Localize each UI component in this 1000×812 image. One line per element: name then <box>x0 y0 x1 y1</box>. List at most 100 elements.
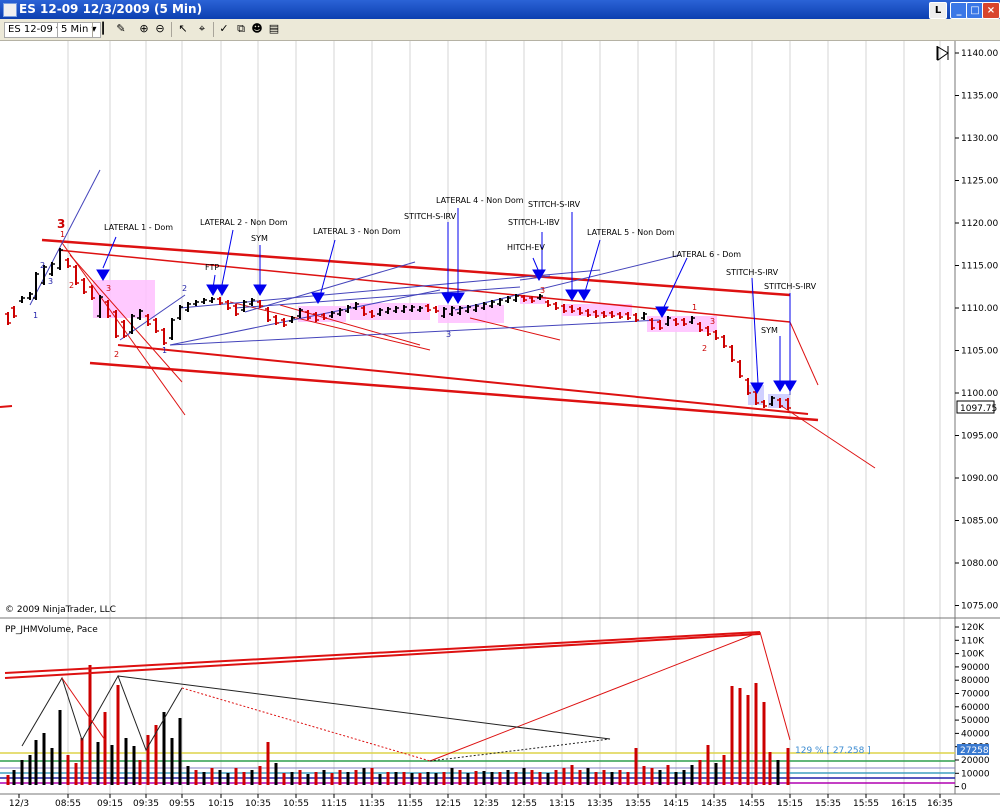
price-bar <box>505 296 511 303</box>
price-bar <box>601 311 607 318</box>
price-bar <box>401 305 407 313</box>
last-price-marker: 1097.75 <box>956 400 997 414</box>
bar-style-icon[interactable]: ┃ <box>99 22 107 35</box>
lateral-4-box <box>438 305 504 323</box>
volume-bar <box>74 763 78 785</box>
volume-bar <box>346 772 350 785</box>
time-tick-label: 13:55 <box>625 799 651 809</box>
annotation-label: LATERAL 1 - Dom <box>104 223 173 232</box>
crosshair-icon[interactable]: ⌖ <box>198 22 206 35</box>
volume-bar <box>618 770 622 785</box>
interval-select[interactable]: 5 Min ▾ <box>57 22 101 38</box>
price-bar <box>321 313 327 320</box>
pointer-icon[interactable]: ↖ <box>178 22 188 35</box>
volume-tick-label: 80000 <box>961 676 990 686</box>
price-bar <box>721 335 727 348</box>
indicators-icon[interactable]: ✓ <box>219 22 229 35</box>
volume-bar <box>714 763 718 785</box>
price-bar <box>233 304 239 316</box>
time-tick-label: 13:15 <box>549 799 575 809</box>
lateral-3b-box <box>350 303 430 320</box>
volume-bar <box>298 770 302 785</box>
annotation-label: SYM <box>761 326 778 335</box>
price-bar <box>545 300 551 307</box>
volume-bar <box>42 733 46 785</box>
svg-text:3: 3 <box>710 317 715 326</box>
volume-bar <box>234 768 238 785</box>
strategies-icon[interactable]: ⧉ <box>237 22 245 35</box>
drawing-pen-icon[interactable]: ✎ <box>116 22 126 35</box>
price-bar <box>433 306 439 313</box>
price-bar <box>689 316 695 324</box>
volume-bar <box>154 725 158 785</box>
price-bar <box>473 304 479 312</box>
data-box-icon[interactable]: ▤ <box>268 22 280 35</box>
time-tick-label: 11:55 <box>397 799 423 809</box>
volume-bar <box>738 688 742 785</box>
chart-area[interactable]: 3 1 1 2 3 2 3 2 1 2 3 3 1 3 2 LATERAL 1 … <box>0 41 1000 812</box>
price-bar <box>737 360 743 378</box>
annotation-label: LATERAL 5 - Non Dom <box>587 228 675 237</box>
volume-tick-label: 110K <box>961 636 985 646</box>
time-tick-label: 12:35 <box>473 799 499 809</box>
svg-text:2: 2 <box>702 344 707 353</box>
price-bar <box>633 313 639 322</box>
copyright-text: © 2009 NinjaTrader, LLC <box>5 605 116 615</box>
time-tick-label: 14:15 <box>663 799 689 809</box>
price-bar <box>57 248 63 270</box>
price-tick-label: 1095.00 <box>961 432 998 442</box>
volume-bar <box>96 742 100 785</box>
volume-bar <box>602 770 606 785</box>
price-bar <box>345 305 351 313</box>
zoom-out-icon[interactable]: ⊖ <box>155 22 165 35</box>
link-button[interactable]: L <box>929 2 947 19</box>
volume-tick-label: 90000 <box>961 663 990 673</box>
price-bar <box>673 318 679 326</box>
volume-trend-lines <box>4 631 791 762</box>
price-bar <box>217 297 223 305</box>
price-bar <box>561 304 567 313</box>
price-bar <box>745 378 751 395</box>
price-bar <box>193 300 199 306</box>
price-bar <box>305 310 311 320</box>
play-marker-icon[interactable] <box>936 46 949 61</box>
volume-bar <box>658 770 662 785</box>
time-tick-label: 10:35 <box>245 799 271 809</box>
instrument-select[interactable]: ES 12-09 ▾ <box>4 22 66 38</box>
annotation-label: STITCH-S-IRV <box>726 268 779 277</box>
price-bar <box>65 258 71 268</box>
svg-text:3: 3 <box>48 277 53 286</box>
volume-bar <box>674 772 678 785</box>
volume-indicator-label: PP_JHMVolume, Pace <box>5 625 98 635</box>
price-bar <box>521 295 527 302</box>
annotation-label: STITCH-S-IRV <box>404 212 457 221</box>
zoom-in-icon[interactable]: ⊕ <box>139 22 149 35</box>
app-icon <box>3 3 17 17</box>
price-bar <box>161 328 167 345</box>
price-bar <box>273 315 279 325</box>
volume-tick-label: 120K <box>961 623 985 633</box>
volume-bar <box>458 770 462 785</box>
time-tick-label: 12:15 <box>435 799 461 809</box>
price-bar <box>169 318 175 340</box>
volume-bar <box>170 738 174 785</box>
time-tick-label: 14:35 <box>701 799 727 809</box>
svg-text:1: 1 <box>33 311 38 320</box>
volume-bar <box>394 772 398 785</box>
price-bar <box>137 309 143 320</box>
volume-bar <box>58 710 62 785</box>
time-tick-label: 13:35 <box>587 799 613 809</box>
alert-icon[interactable]: ☻ <box>251 22 263 35</box>
volume-bar <box>626 772 630 785</box>
price-bar <box>657 320 663 330</box>
price-bar <box>153 318 159 333</box>
time-tick-label: 15:55 <box>853 799 879 809</box>
volume-bar <box>124 738 128 785</box>
volume-tick-label: 10000 <box>961 769 990 779</box>
price-tick-label: 1105.00 <box>961 347 998 357</box>
svg-text:2: 2 <box>40 261 45 270</box>
volume-bar <box>266 742 270 785</box>
volume-bar <box>722 755 726 785</box>
close-button[interactable]: × <box>982 2 1000 19</box>
time-tick-label: 16:35 <box>927 799 953 809</box>
